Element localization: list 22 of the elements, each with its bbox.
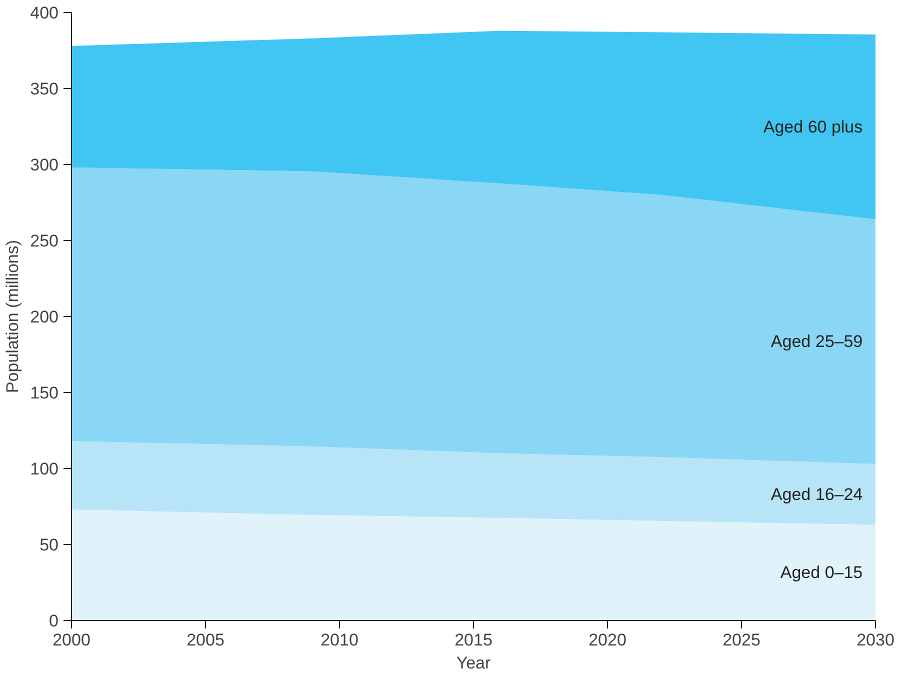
series-label: Aged 16–24 (770, 484, 863, 504)
series-label: Aged 0–15 (780, 563, 863, 582)
x-tick-label: 2010 (320, 630, 358, 650)
x-tick-label: 2015 (454, 630, 492, 650)
x-tick-label: 2005 (186, 630, 224, 650)
y-tick-label: 350 (30, 80, 59, 98)
x-tick-label: 2025 (722, 630, 760, 650)
y-tick-label: 200 (30, 308, 59, 326)
y-tick-label: 250 (30, 232, 59, 250)
series-label: Aged 25–59 (770, 332, 863, 352)
y-tick-label: 400 (30, 4, 59, 22)
x-axis-title: Year (456, 654, 492, 672)
x-tick-label: 2000 (52, 630, 90, 650)
x-tick-label: 2030 (856, 630, 894, 650)
y-axis-title: Population (millions) (3, 240, 22, 394)
y-tick-label: 150 (30, 384, 59, 402)
y-tick-label: 300 (30, 156, 59, 174)
y-tick-label: 100 (30, 460, 59, 478)
y-tick-label: 0 (49, 612, 59, 630)
series-label: Aged 60 plus (763, 117, 863, 136)
x-tick-label: 2020 (588, 630, 626, 650)
y-tick-label: 50 (40, 536, 59, 554)
